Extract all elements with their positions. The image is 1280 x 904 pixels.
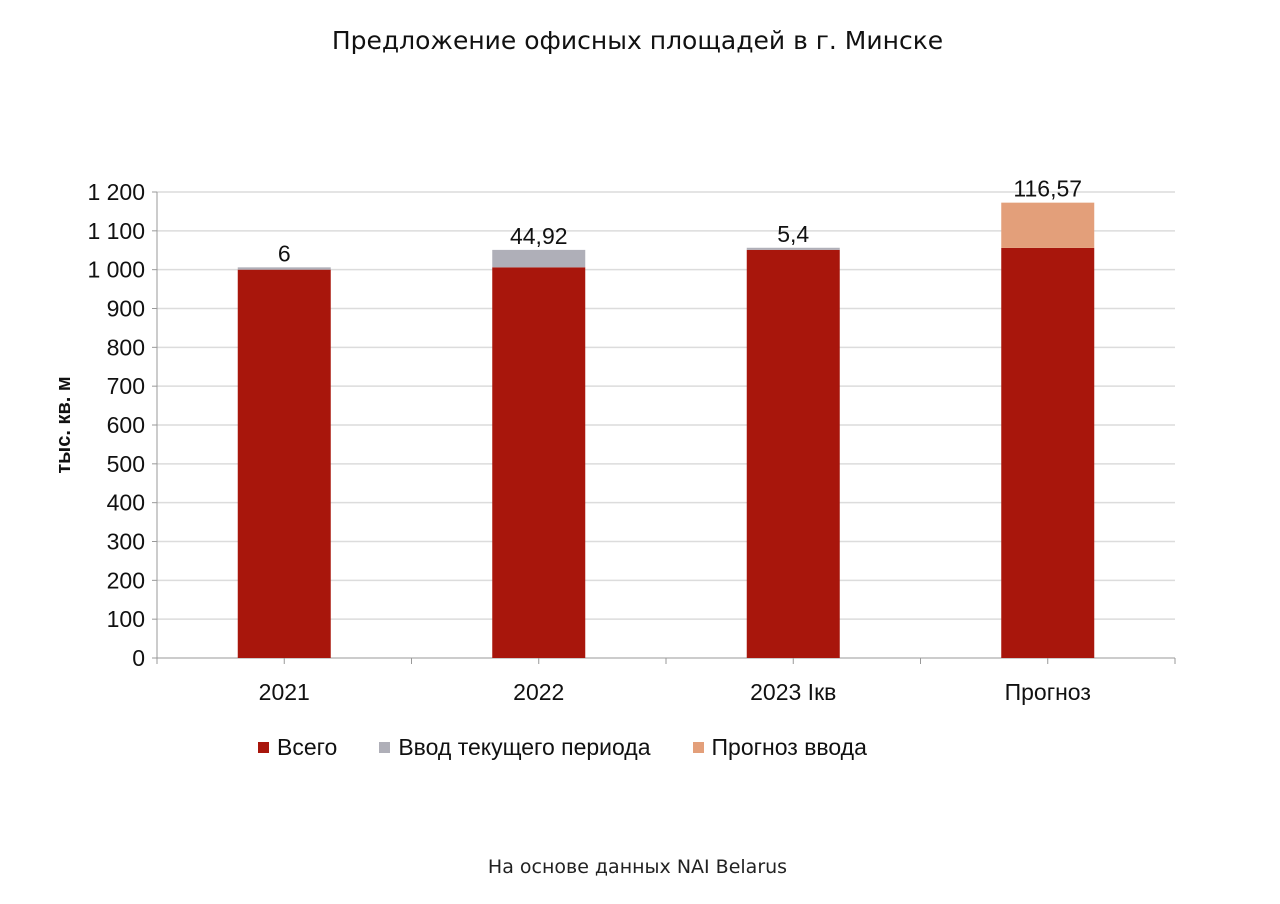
bar-Всего (237, 269, 331, 658)
y-tick-label: 200 (107, 567, 145, 593)
source-note: На основе данных NAI Belarus (487, 856, 788, 878)
data-label: 5,4 (777, 221, 809, 247)
y-tick-label: 700 (107, 373, 145, 399)
bar-Прогноз ввода (1001, 202, 1095, 248)
legend-swatch (258, 742, 269, 753)
legend-item-forecast: Прогноз ввода (692, 734, 867, 761)
data-label: 116,57 (1013, 176, 1082, 202)
y-tick-label: 800 (107, 334, 145, 360)
y-tick-label: 300 (107, 529, 145, 555)
y-tick-label: 500 (107, 451, 145, 477)
bar-Ввод текущего периода (746, 247, 840, 250)
legend-label: Всего (277, 734, 338, 760)
chart-title: Предложение офисных площадей в г. Минске (331, 26, 944, 55)
x-tick-label: Прогноз (1005, 679, 1091, 705)
bar-Ввод текущего периода (237, 267, 331, 270)
y-tick-label: 0 (132, 645, 145, 671)
y-tick-label: 400 (107, 490, 145, 516)
y-tick-label: 900 (107, 296, 145, 322)
legend-item-current: Ввод текущего периода (379, 734, 651, 761)
legend-label: Прогноз ввода (711, 734, 867, 760)
y-tick-label: 100 (107, 606, 145, 632)
bar-Ввод текущего периода (492, 249, 586, 268)
x-tick-label: 2021 (259, 679, 310, 705)
x-tick-label: 2022 (513, 679, 564, 705)
legend-swatch (692, 742, 704, 753)
bar-Всего (492, 267, 586, 658)
data-label: 44,92 (510, 223, 568, 249)
bar-Всего (746, 249, 840, 658)
legend-item-total: Всего (258, 734, 337, 761)
y-tick-label: 1 200 (87, 179, 145, 205)
data-label: 6 (278, 240, 291, 266)
y-axis-title: тыс. кв. м (53, 376, 75, 473)
bar-Всего (1001, 247, 1095, 659)
y-tick-label: 1 100 (87, 218, 145, 244)
legend-label: Ввод текущего периода (398, 734, 651, 760)
y-tick-label: 1 000 (87, 257, 145, 283)
y-tick-label: 600 (107, 412, 145, 438)
x-tick-label: 2023 Iкв (750, 679, 836, 705)
legend-swatch (379, 742, 391, 753)
legend: Всего Ввод текущего периода Прогноз ввод… (258, 734, 909, 761)
